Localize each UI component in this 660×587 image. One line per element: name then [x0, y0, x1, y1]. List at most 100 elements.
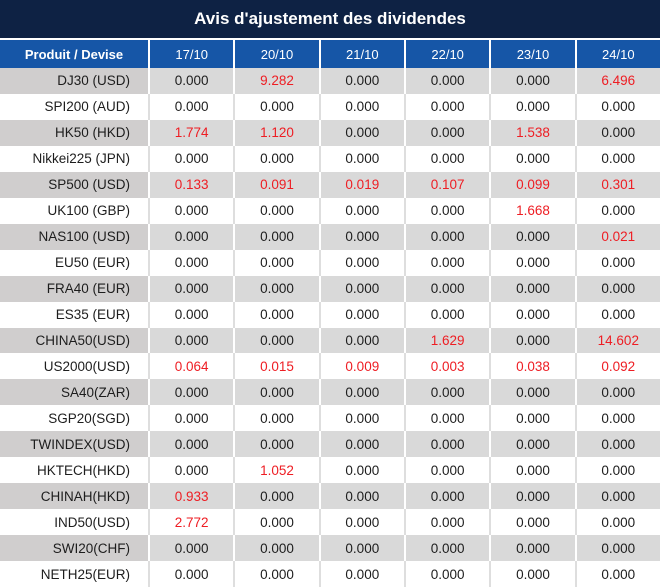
value-cell: 0.301 — [574, 171, 660, 198]
value-cell: 9.282 — [233, 68, 319, 94]
product-cell: DJ30 (USD) — [0, 68, 148, 94]
table-row: Nikkei225 (JPN) 0.000 0.000 0.000 0.000 0.000… — [0, 145, 660, 172]
value-cell: 0.000 — [489, 535, 575, 562]
product-cell: Nikkei225 (JPN) — [0, 145, 148, 172]
table-row: ES35 (EUR) 0.000 0.000 0.000 0.000 0.000 0.000 — [0, 301, 660, 328]
value-cell: 0.000 — [574, 119, 660, 146]
value-cell: 0.000 — [403, 93, 490, 120]
product-cell: SGP20(SGD) — [0, 405, 148, 432]
value-cell: 0.000 — [233, 249, 319, 276]
value-cell: 0.000 — [318, 483, 404, 510]
value-cell: 0.000 — [318, 275, 404, 302]
value-cell: 0.021 — [574, 223, 660, 250]
value-cell: 0.000 — [233, 223, 319, 250]
value-cell: 0.000 — [318, 327, 404, 354]
value-cell: 0.000 — [318, 197, 404, 224]
value-cell: 0.000 — [318, 145, 404, 172]
table-row: HKTECH(HKD) 0.000 1.052 0.000 0.000 0.000 0.00… — [0, 457, 660, 484]
product-cell: NAS100 (USD) — [0, 223, 148, 250]
column-header-product: Produit / Devise — [24, 46, 124, 62]
table-row: SGP20(SGD) 0.000 0.000 0.000 0.000 0.000 0.000 — [0, 405, 660, 432]
value-cell: 0.000 — [318, 119, 404, 146]
product-cell: SPI200 (AUD) — [0, 93, 148, 120]
value-cell: 0.000 — [489, 93, 575, 120]
product-cell: EU50 (EUR) — [0, 249, 148, 276]
table-row: UK100 (GBP) 0.000 0.000 0.000 0.000 1.668 0.00… — [0, 197, 660, 224]
value-cell: 0.000 — [489, 223, 575, 250]
value-cell: 0.064 — [148, 353, 234, 380]
value-cell: 1.629 — [403, 327, 490, 354]
value-cell: 0.000 — [574, 483, 660, 510]
table-row: NAS100 (USD) 0.000 0.000 0.000 0.000 0.000 0.0… — [0, 223, 660, 250]
value-cell: 0.000 — [148, 301, 234, 328]
table-row: CHINA50(USD) 0.000 0.000 0.000 1.629 0.000 14.… — [0, 327, 660, 354]
product-cell: SA40(ZAR) — [0, 379, 148, 406]
column-header-date: 24/10 — [574, 40, 660, 68]
value-cell: 1.120 — [233, 119, 319, 146]
value-cell: 1.774 — [148, 119, 234, 146]
value-cell: 0.000 — [403, 249, 490, 276]
column-header-date: 21/10 — [318, 40, 404, 68]
value-cell: 0.000 — [148, 249, 234, 276]
value-cell: 0.000 — [233, 379, 319, 406]
value-cell: 0.092 — [574, 353, 660, 380]
value-cell: 0.000 — [574, 275, 660, 302]
value-cell: 0.000 — [574, 93, 660, 120]
value-cell: 0.000 — [574, 509, 660, 536]
column-header-date: 17/10 — [148, 40, 233, 68]
value-cell: 0.000 — [233, 431, 319, 458]
value-cell: 0.000 — [233, 561, 319, 587]
value-cell: 0.000 — [403, 301, 490, 328]
table-row: FRA40 (EUR) 0.000 0.000 0.000 0.000 0.000 0.00… — [0, 275, 660, 302]
value-cell: 0.000 — [148, 68, 234, 94]
value-cell: 0.000 — [148, 431, 234, 458]
value-cell: 0.000 — [318, 301, 404, 328]
value-cell: 0.000 — [403, 275, 490, 302]
value-cell: 0.000 — [489, 301, 575, 328]
product-cell: NETH25(EUR) — [0, 561, 148, 587]
value-cell: 0.000 — [233, 275, 319, 302]
value-cell: 1.052 — [233, 457, 319, 484]
value-cell: 0.000 — [233, 301, 319, 328]
value-cell: 0.000 — [489, 275, 575, 302]
value-cell: 0.000 — [233, 509, 319, 536]
value-cell: 0.000 — [318, 68, 404, 94]
value-cell: 0.000 — [233, 405, 319, 432]
value-cell: 0.000 — [318, 535, 404, 562]
value-cell: 0.000 — [403, 223, 490, 250]
table-row: SA40(ZAR) 0.000 0.000 0.000 0.000 0.000 0.000 — [0, 379, 660, 406]
product-cell: FRA40 (EUR) — [0, 275, 148, 302]
value-cell: 0.000 — [403, 145, 490, 172]
value-cell: 0.000 — [148, 197, 234, 224]
value-cell: 0.000 — [148, 145, 234, 172]
value-cell: 0.000 — [574, 249, 660, 276]
value-cell: 0.107 — [403, 171, 490, 198]
value-cell: 0.000 — [403, 457, 490, 484]
value-cell: 0.000 — [489, 379, 575, 406]
value-cell: 0.000 — [403, 119, 490, 146]
column-header-date: 22/10 — [403, 40, 489, 68]
product-cell: HKTECH(HKD) — [0, 457, 148, 484]
value-cell: 0.000 — [574, 431, 660, 458]
value-cell: 0.000 — [233, 535, 319, 562]
value-cell: 0.000 — [574, 405, 660, 432]
product-cell: US2000(USD) — [0, 353, 148, 380]
value-cell: 0.000 — [318, 379, 404, 406]
value-cell: 0.000 — [489, 561, 575, 587]
value-cell: 0.000 — [489, 327, 575, 354]
table-row: SWI20(CHF) 0.000 0.000 0.000 0.000 0.000 0.000 — [0, 535, 660, 562]
value-cell: 0.000 — [489, 483, 575, 510]
value-cell: 0.000 — [318, 93, 404, 120]
table-header-row: Produit / Devise 17/10 20/10 21/10 22/10 23/… — [0, 40, 660, 68]
value-cell: 0.000 — [318, 509, 404, 536]
value-cell: 0.000 — [148, 223, 234, 250]
value-cell: 0.000 — [148, 93, 234, 120]
value-cell: 0.000 — [148, 561, 234, 587]
value-cell: 0.000 — [574, 197, 660, 224]
value-cell: 0.000 — [403, 561, 490, 587]
value-cell: 0.000 — [148, 379, 234, 406]
value-cell: 1.668 — [489, 197, 575, 224]
value-cell: 0.000 — [489, 68, 575, 94]
value-cell: 0.000 — [574, 145, 660, 172]
value-cell: 2.772 — [148, 509, 234, 536]
